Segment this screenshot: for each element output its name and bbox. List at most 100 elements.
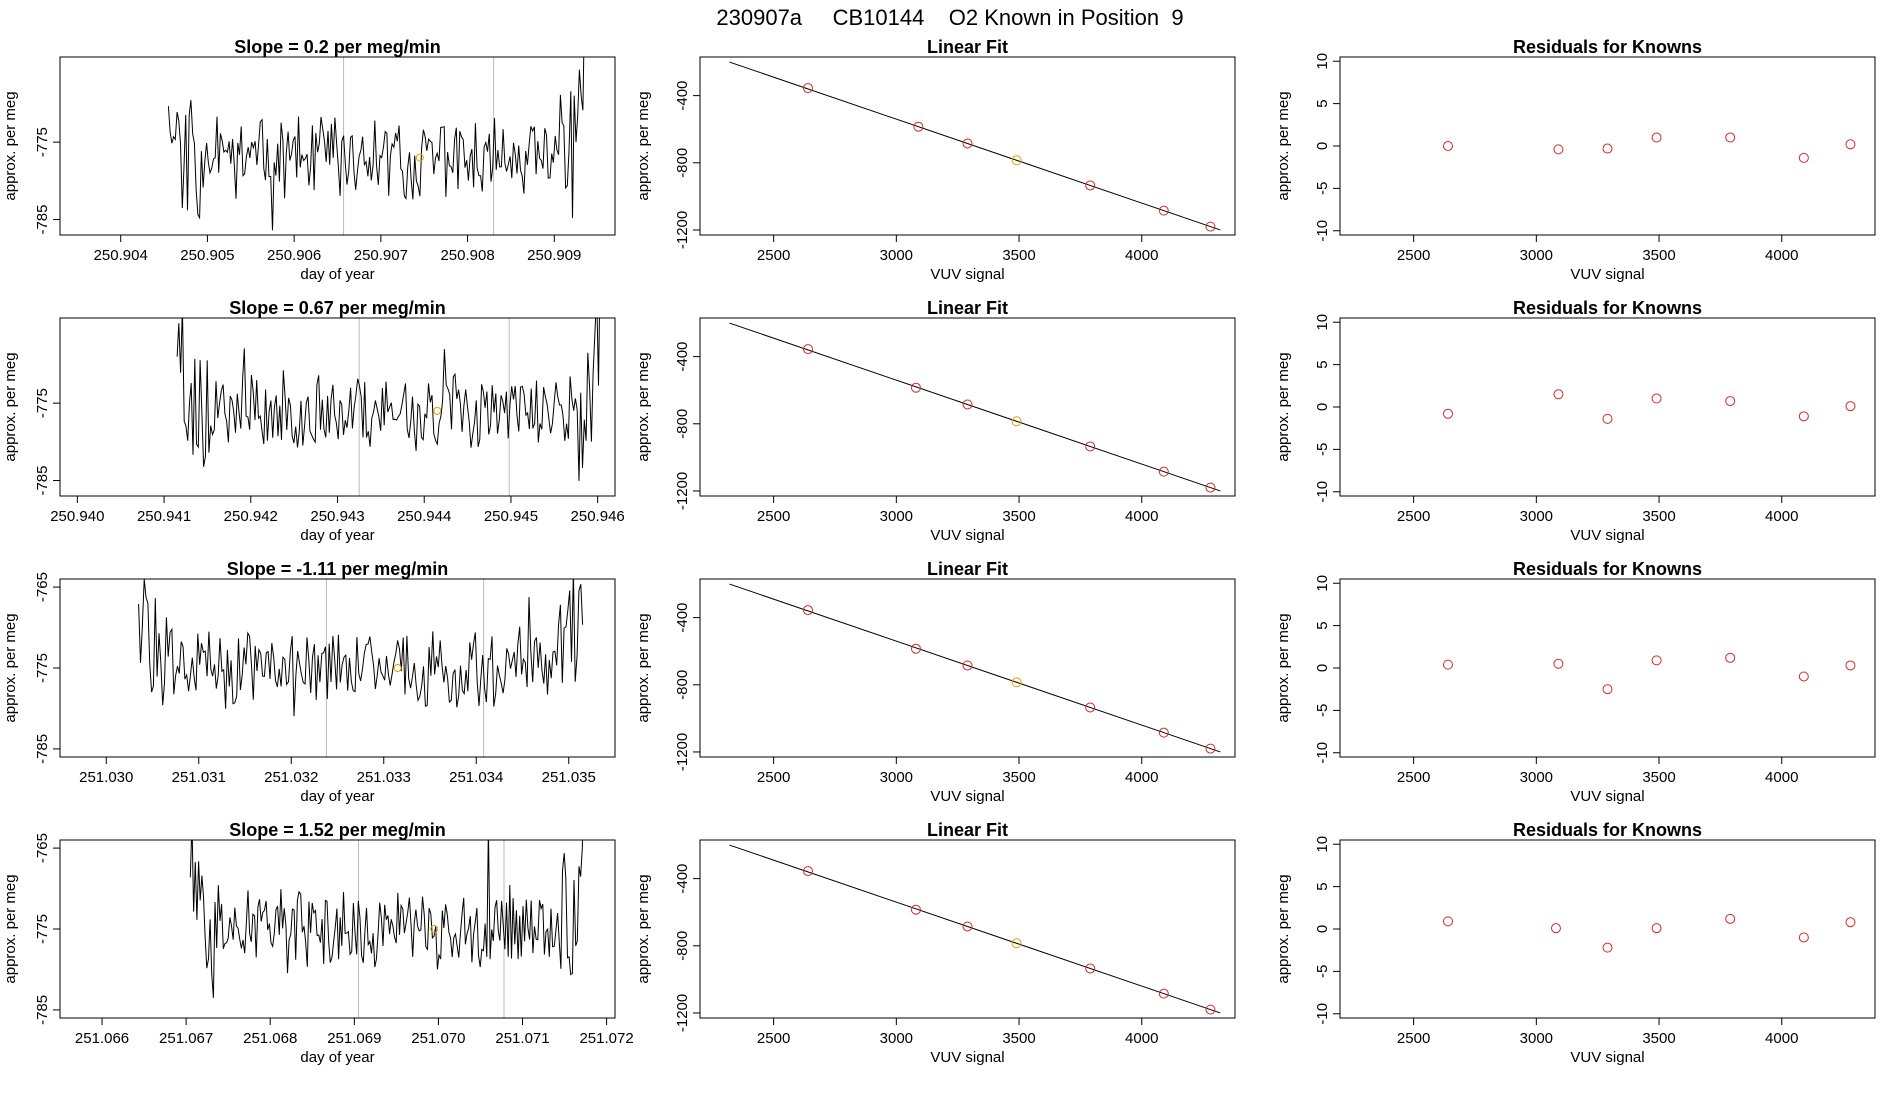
x-tick-label: 250.941 xyxy=(137,508,191,525)
plot-frame xyxy=(699,317,1236,497)
y-axis-label: approx. per meg xyxy=(1275,91,1292,200)
x-axis-label: VUV signal xyxy=(1570,788,1644,805)
data-point xyxy=(1602,143,1613,154)
x-tick-label: 250.905 xyxy=(180,247,234,264)
panel-linear_fit-4: Linear Fit approx. per meg VUV signal 2500 3… xyxy=(635,820,1236,1066)
x-tick-label: 4000 xyxy=(1125,508,1158,525)
plot-area xyxy=(729,844,1221,1015)
data-point xyxy=(1158,466,1169,477)
data-point xyxy=(1725,913,1736,924)
y-tick-label: -10 xyxy=(1314,481,1331,503)
fit-line xyxy=(729,322,1221,492)
known-marker xyxy=(1011,677,1022,688)
data-point xyxy=(1798,152,1809,163)
x-tick-label: 2500 xyxy=(1397,508,1430,525)
known-marker xyxy=(415,153,424,162)
data-point xyxy=(1725,652,1736,663)
panel-residuals-4: Residuals for Knowns approx. per meg VUV s… xyxy=(1275,820,1876,1066)
known-marker xyxy=(1011,938,1022,949)
data-point xyxy=(1553,389,1564,400)
panel-linear_fit-3: Linear Fit approx. per meg VUV signal 2500 3… xyxy=(635,559,1236,805)
data-point xyxy=(1442,916,1453,927)
data-point xyxy=(962,399,973,410)
plot-area xyxy=(189,840,584,1018)
plot-area xyxy=(167,57,585,235)
data-point xyxy=(1602,684,1613,695)
y-tick-label: -800 xyxy=(674,670,691,700)
fit-line xyxy=(729,583,1221,753)
y-axis-label: approx. per meg xyxy=(635,613,652,722)
y-tick-label: -5 xyxy=(1314,965,1331,978)
x-tick-label: 3500 xyxy=(1002,508,1035,525)
y-tick-label: 10 xyxy=(1314,314,1331,331)
y-tick-label: -1200 xyxy=(674,733,691,771)
x-tick-label: 251.072 xyxy=(579,1030,633,1047)
x-tick-label: 3500 xyxy=(1002,1030,1035,1047)
y-tick-label: 0 xyxy=(1314,925,1331,933)
data-trace xyxy=(176,318,600,481)
figure-suptitle: 230907a CB10144 O2 Known in Position 9 xyxy=(716,5,1183,30)
x-tick-label: 2500 xyxy=(1397,1030,1430,1047)
y-axis-label: approx. per meg xyxy=(2,874,19,983)
plot-frame xyxy=(699,578,1236,758)
panel-title: Slope = -1.11 per meg/min xyxy=(227,559,449,579)
x-tick-label: 2500 xyxy=(1397,247,1430,264)
y-tick-label: -775 xyxy=(34,127,51,157)
plot-frame xyxy=(59,578,616,758)
x-tick-label: 250.907 xyxy=(354,247,408,264)
x-tick-label: 4000 xyxy=(1125,1030,1158,1047)
data-point xyxy=(910,904,921,915)
x-tick-label: 251.031 xyxy=(172,769,226,786)
x-axis-label: day of year xyxy=(300,788,374,805)
data-point xyxy=(1798,932,1809,943)
data-point xyxy=(1651,132,1662,143)
plot-frame xyxy=(699,56,1236,236)
data-point xyxy=(802,83,813,94)
y-tick-label: -5 xyxy=(1314,182,1331,195)
plot-frame xyxy=(699,839,1236,1019)
x-tick-label: 3000 xyxy=(880,769,913,786)
x-tick-label: 3000 xyxy=(1520,769,1553,786)
x-tick-label: 250.944 xyxy=(397,508,451,525)
x-tick-label: 4000 xyxy=(1765,508,1798,525)
y-tick-label: 0 xyxy=(1314,403,1331,411)
plot-area xyxy=(729,322,1221,493)
panel-title: Slope = 0.67 per meg/min xyxy=(229,298,446,318)
x-tick-label: 2500 xyxy=(757,247,790,264)
plot-area xyxy=(1442,389,1856,424)
y-tick-label: -765 xyxy=(34,572,51,602)
x-axis-label: VUV signal xyxy=(930,1049,1004,1066)
x-tick-label: 2500 xyxy=(1397,769,1430,786)
data-point xyxy=(1158,727,1169,738)
data-point xyxy=(802,605,813,616)
plot-frame xyxy=(1339,317,1876,497)
x-tick-label: 3000 xyxy=(1520,508,1553,525)
x-tick-label: 251.032 xyxy=(264,769,318,786)
x-tick-label: 251.068 xyxy=(243,1030,297,1047)
y-axis-label: approx. per meg xyxy=(2,91,19,200)
known-marker xyxy=(430,925,439,933)
x-tick-label: 3500 xyxy=(1642,508,1675,525)
data-point xyxy=(1553,658,1564,669)
x-tick-label: 251.033 xyxy=(357,769,411,786)
x-axis-label: VUV signal xyxy=(930,788,1004,805)
data-point xyxy=(962,660,973,671)
plot-frame xyxy=(1339,839,1876,1019)
x-tick-label: 4000 xyxy=(1125,769,1158,786)
data-trace xyxy=(138,579,584,717)
data-point xyxy=(802,866,813,877)
known-marker xyxy=(433,406,442,415)
y-tick-label: -785 xyxy=(34,205,51,235)
plot-area xyxy=(176,318,600,496)
panel-linear_fit-2: Linear Fit approx. per meg VUV signal 2500 3… xyxy=(635,298,1236,544)
x-tick-label: 250.946 xyxy=(571,508,625,525)
panel-title: Residuals for Knowns xyxy=(1513,559,1702,579)
data-point xyxy=(1158,205,1169,216)
data-point xyxy=(1550,923,1561,934)
plot-frame xyxy=(59,56,616,236)
fit-line xyxy=(729,61,1221,231)
x-axis-label: day of year xyxy=(300,266,374,283)
y-tick-label: -400 xyxy=(674,342,691,372)
x-tick-label: 2500 xyxy=(757,769,790,786)
y-tick-label: 0 xyxy=(1314,664,1331,672)
